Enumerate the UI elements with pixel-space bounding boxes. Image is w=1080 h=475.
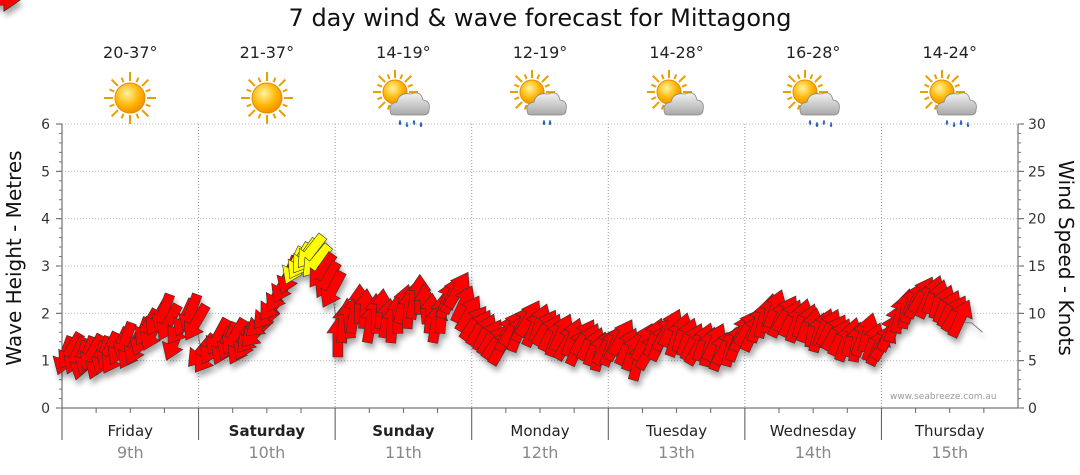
- wind-arrow: [443, 271, 470, 310]
- day-date: 15th: [931, 443, 969, 462]
- day-temperature: 16-28°: [785, 43, 841, 62]
- tick-label-right: 30: [1028, 117, 1046, 133]
- tick-label-left: 1: [41, 354, 50, 370]
- day-temperature: 21-37°: [239, 43, 295, 62]
- tick-label-right: 10: [1028, 306, 1046, 322]
- sun-cloud-rain-icon: [918, 69, 980, 130]
- watermark: www.seabreeze.com.au: [890, 392, 997, 402]
- day-temperature: 20-37°: [103, 43, 158, 62]
- tick-label-right: 25: [1028, 164, 1046, 180]
- day-name: Thursday: [914, 422, 985, 440]
- sunny-icon: [237, 70, 297, 130]
- day-temperature: 12-19°: [512, 43, 568, 62]
- chart-title: 7 day wind & wave forecast for Mittagong: [288, 4, 792, 32]
- sun-cloud-showers-icon: [509, 69, 570, 130]
- sun-cloud-rain-icon: [372, 69, 433, 130]
- tick-label-right: 15: [1028, 259, 1046, 275]
- tick-label-right: 5: [1028, 354, 1037, 370]
- day-temperature: 14-19°: [376, 43, 431, 62]
- wind-arrow: [183, 302, 211, 341]
- sun-cloud-rain-icon: [782, 69, 843, 130]
- day-name: Monday: [510, 422, 570, 440]
- tick-label-left: 5: [41, 164, 50, 180]
- tick-label-left: 3: [41, 259, 50, 275]
- tick-label-right: 20: [1028, 212, 1046, 228]
- wind-arrow: [947, 299, 973, 339]
- tick-label-left: 6: [41, 117, 50, 133]
- day-date: 11th: [385, 443, 422, 462]
- day-date: 9th: [116, 443, 144, 462]
- day-date: 13th: [658, 443, 695, 462]
- day-temperature: 14-24°: [922, 43, 977, 62]
- tick-label-left: 2: [41, 306, 50, 322]
- day-name: Wednesday: [769, 422, 857, 440]
- day-date: 10th: [248, 443, 286, 462]
- tick-label-left: 0: [41, 401, 50, 417]
- day-name: Sunday: [372, 422, 435, 440]
- tick-label-right: 0: [1028, 401, 1037, 417]
- day-name: Friday: [107, 422, 154, 440]
- sun-cloud-icon: [645, 69, 707, 130]
- day-date: 12th: [521, 443, 559, 462]
- sunny-icon: [100, 70, 160, 130]
- wind-arrow-group: [0, 0, 983, 382]
- wind-arrow: [0, 0, 21, 12]
- day-temperature: 14-28°: [649, 43, 704, 62]
- day-name: Tuesday: [646, 422, 708, 440]
- day-name: Saturday: [228, 422, 306, 440]
- wind-arrow: [320, 269, 347, 308]
- tick-label-left: 4: [41, 212, 50, 228]
- day-date: 14th: [794, 443, 832, 462]
